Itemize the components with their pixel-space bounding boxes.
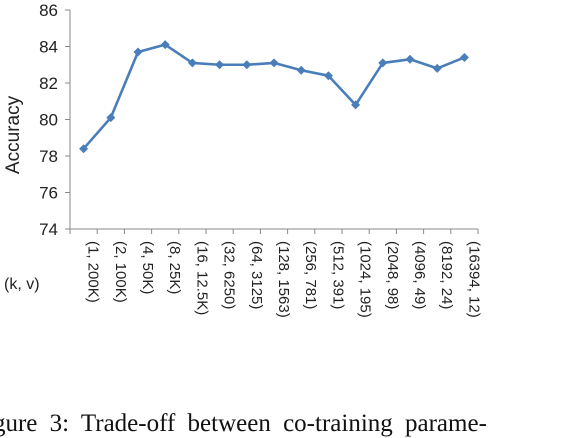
data-point [378, 58, 388, 68]
y-tick-label: 84 [39, 38, 58, 57]
y-tick-label: 82 [39, 74, 58, 93]
x-tick-label: (1, 200K) [85, 241, 102, 303]
x-tick-label: (2048, 98) [384, 241, 401, 309]
y-tick-label: 74 [39, 220, 58, 239]
data-point [405, 54, 415, 64]
data-point [432, 63, 442, 73]
series-group [79, 40, 469, 154]
x-tick-label: (32, 6250) [221, 241, 238, 309]
y-tick-label: 78 [39, 147, 58, 166]
x-axis-name: (k, v) [4, 276, 40, 293]
x-tick-label: (256, 781) [302, 241, 319, 309]
x-tick-label: (2, 100K) [112, 241, 129, 303]
x-tick-label: (1024, 195) [357, 241, 374, 318]
y-tick-label: 76 [39, 184, 58, 203]
x-tick-label: (128, 1563) [275, 241, 292, 318]
x-tick-labels: (1, 200K) (2, 100K) (4, 50K) (8, 25K) (16, 1… [85, 241, 483, 318]
figure-caption: igure 3: Trade-off between co-training p… [0, 410, 487, 437]
x-tick-label: (4096, 49) [411, 241, 428, 309]
y-tick-label: 86 [39, 1, 58, 20]
data-point [351, 100, 361, 110]
data-point [160, 40, 170, 50]
y-tick-labels: 74 76 78 80 82 84 86 [39, 1, 58, 239]
y-axis [65, 9, 479, 234]
data-point [296, 65, 306, 75]
data-point [242, 60, 252, 70]
data-point [106, 113, 116, 123]
data-point [323, 71, 333, 81]
y-axis-label: Accuracy [3, 95, 24, 174]
y-tick-label: 80 [39, 111, 58, 130]
x-tick-label: (8192, 24) [438, 241, 455, 309]
data-point [79, 144, 89, 154]
x-tick-label: (64, 3125) [248, 241, 265, 309]
data-point [187, 58, 197, 68]
data-point [459, 52, 469, 62]
x-tick-label: (16394, 12) [465, 241, 482, 318]
data-point [269, 58, 279, 68]
x-tick-label: (4, 50K) [139, 241, 156, 294]
data-point [215, 60, 225, 70]
data-point [133, 47, 143, 57]
x-tick-label: (512, 391) [329, 241, 346, 309]
x-tick-label: (16, 12.5K) [193, 241, 210, 315]
x-tick-label: (8, 25K) [166, 241, 183, 294]
